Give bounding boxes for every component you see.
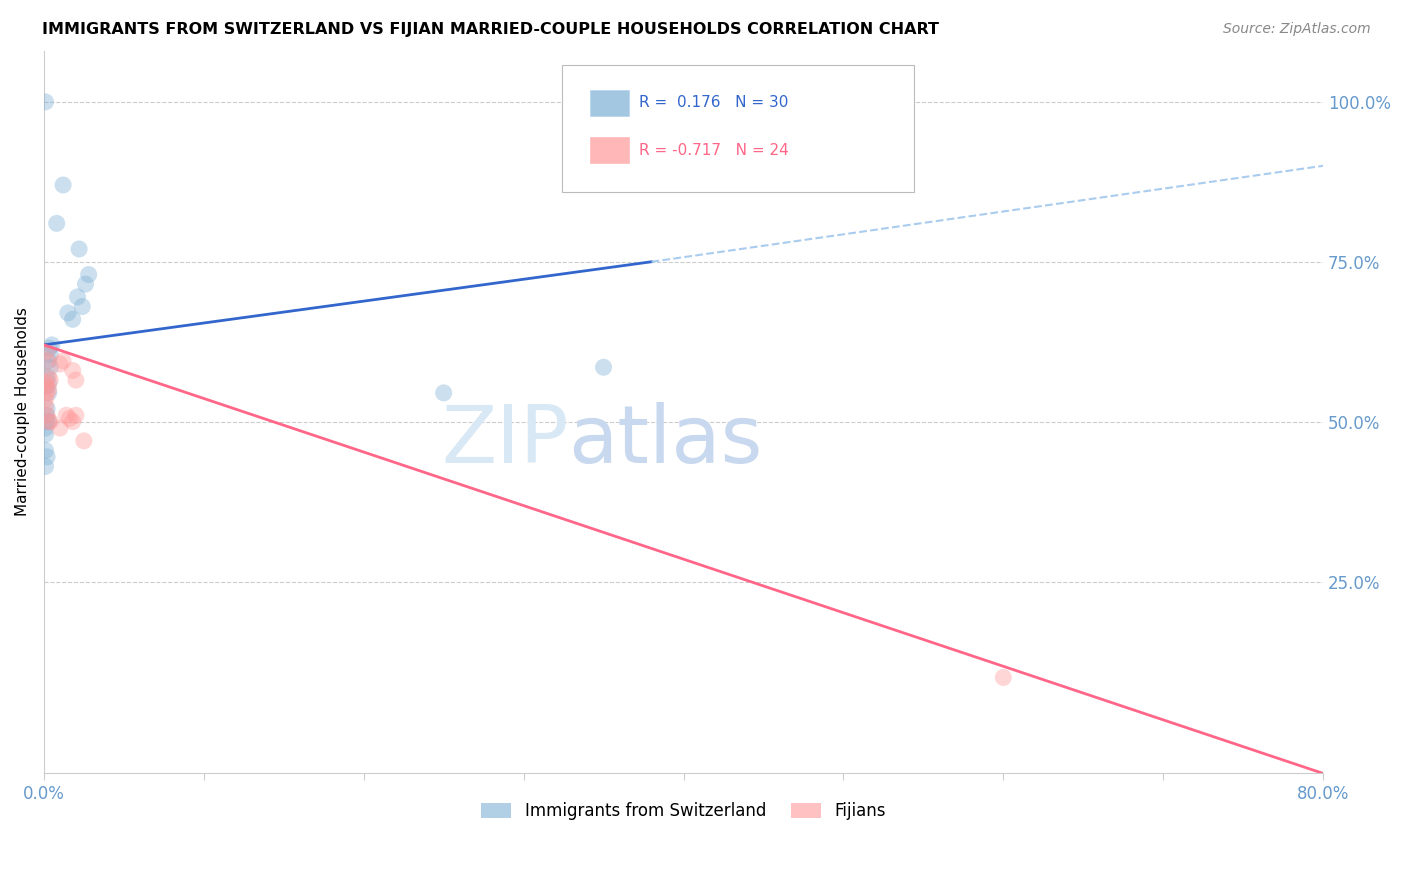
Point xyxy=(35,409,58,423)
Point xyxy=(75,277,97,292)
Point xyxy=(38,383,60,397)
Point xyxy=(592,360,614,375)
Point xyxy=(72,300,94,314)
Point xyxy=(35,401,58,416)
Text: ZIP: ZIP xyxy=(441,402,568,480)
Bar xyxy=(591,137,628,163)
Point xyxy=(52,178,75,192)
Point xyxy=(35,409,58,423)
Point xyxy=(62,363,84,377)
Point xyxy=(65,373,87,387)
Point xyxy=(34,421,56,435)
Point xyxy=(65,409,87,423)
Point xyxy=(39,347,62,361)
Point xyxy=(34,443,56,458)
Point xyxy=(77,268,100,282)
Point xyxy=(56,306,79,320)
Point xyxy=(35,379,58,393)
Point xyxy=(45,216,67,230)
Point xyxy=(35,415,58,429)
Point xyxy=(993,671,1015,685)
Point xyxy=(39,415,62,429)
Point xyxy=(39,373,62,387)
Point xyxy=(55,409,77,423)
Bar xyxy=(591,90,628,116)
Point xyxy=(41,338,63,352)
FancyBboxPatch shape xyxy=(562,65,914,192)
Point xyxy=(38,376,60,391)
Point xyxy=(34,376,56,391)
Point xyxy=(35,354,58,368)
Point xyxy=(38,370,60,384)
Point xyxy=(38,415,60,429)
Point xyxy=(49,421,72,435)
Text: Source: ZipAtlas.com: Source: ZipAtlas.com xyxy=(1223,22,1371,37)
Point xyxy=(38,385,60,400)
Point xyxy=(34,459,56,474)
Point xyxy=(66,290,89,304)
Point xyxy=(34,95,56,109)
Point xyxy=(35,385,58,400)
Text: R = -0.717   N = 24: R = -0.717 N = 24 xyxy=(638,143,789,158)
Text: atlas: atlas xyxy=(568,402,763,480)
Point xyxy=(38,341,60,355)
Point xyxy=(62,312,84,326)
Legend: Immigrants from Switzerland, Fijians: Immigrants from Switzerland, Fijians xyxy=(475,795,893,827)
Point xyxy=(35,379,58,393)
Point xyxy=(35,450,58,464)
Point xyxy=(34,427,56,442)
Point xyxy=(34,399,56,413)
Point xyxy=(35,370,58,384)
Y-axis label: Married-couple Households: Married-couple Households xyxy=(15,308,30,516)
Text: IMMIGRANTS FROM SWITZERLAND VS FIJIAN MARRIED-COUPLE HOUSEHOLDS CORRELATION CHAR: IMMIGRANTS FROM SWITZERLAND VS FIJIAN MA… xyxy=(42,22,939,37)
Point xyxy=(35,344,58,359)
Point xyxy=(62,415,84,429)
Point xyxy=(49,357,72,371)
Point xyxy=(433,385,456,400)
Point xyxy=(58,411,80,425)
Point xyxy=(39,360,62,375)
Point xyxy=(34,392,56,407)
Point xyxy=(73,434,96,448)
Point xyxy=(38,354,60,368)
Point xyxy=(52,354,75,368)
Text: R =  0.176   N = 30: R = 0.176 N = 30 xyxy=(638,95,789,111)
Point xyxy=(38,415,60,429)
Point xyxy=(67,242,90,256)
